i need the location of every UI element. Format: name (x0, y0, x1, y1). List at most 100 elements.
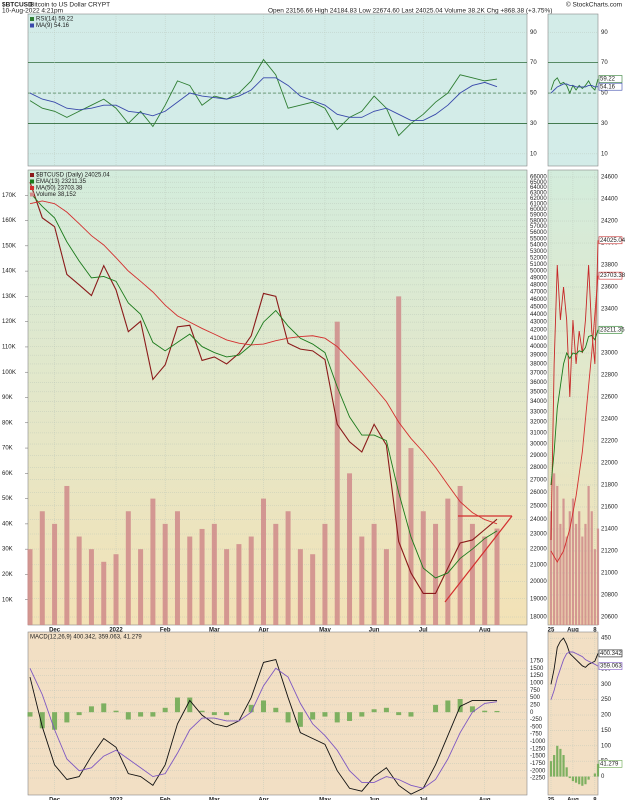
bar (593, 549, 596, 625)
bar (590, 511, 593, 625)
y-tick-label: 40000 (530, 344, 547, 350)
y-tick-label: 24400 (601, 197, 618, 203)
x-tick-label: 2022 (109, 798, 123, 800)
tag-label: 400.342 (600, 651, 622, 657)
x-tick-label: Feb (160, 628, 171, 634)
bar (568, 776, 571, 779)
tag-box (598, 325, 623, 334)
bar (396, 712, 402, 716)
y-tick-label: 24200 (601, 219, 618, 225)
bar (27, 712, 33, 717)
bar (211, 712, 217, 716)
y-tick-label: 34000 (530, 399, 547, 405)
bar (248, 704, 254, 713)
tag-box (598, 82, 623, 91)
legend-swatch (30, 192, 34, 197)
y-tick-label: 28000 (530, 465, 547, 471)
bar (562, 755, 565, 777)
bar (383, 707, 389, 713)
y-tick-label: -250 (530, 717, 543, 723)
y-tick-label: 250 (530, 702, 541, 708)
series-line (29, 200, 498, 525)
y-tick-label: 30 (530, 121, 537, 127)
bar (556, 485, 559, 625)
y-tick-label: 50 (601, 91, 608, 97)
bar (125, 511, 131, 625)
x-tick-label: Jul (419, 798, 428, 800)
y-tick-label: 250 (601, 697, 612, 703)
x-tick-label: Aug (479, 798, 491, 800)
y2-tick-label: 110K (2, 345, 16, 351)
bar (88, 706, 94, 713)
bar (556, 745, 559, 777)
bar (371, 709, 377, 713)
series-line (550, 83, 599, 94)
y-tick-label: 60000 (530, 207, 547, 213)
y2-tick-label: 120K (2, 319, 16, 325)
x-tick-label: Aug (567, 628, 579, 634)
y-tick-label: 38000 (530, 362, 547, 368)
bar (88, 549, 94, 625)
support-line (444, 515, 513, 603)
y2-tick-label: 30K (2, 547, 13, 553)
y-tick-label: 10 (601, 151, 608, 157)
y-tick-label: 48000 (530, 282, 547, 288)
y-tick-label: 90 (601, 30, 608, 36)
y2-tick-label: 70K (2, 446, 13, 452)
bar (571, 776, 575, 782)
legend-label: MA(50) 23703.38 (36, 186, 83, 192)
series-line (29, 192, 498, 579)
bar (101, 561, 107, 625)
series-line (29, 182, 498, 594)
bar (549, 511, 553, 625)
legend-label: MA(9) 54.16 (36, 23, 70, 29)
bar (433, 523, 439, 625)
x-tick-label: Apr (258, 798, 269, 800)
bar (549, 761, 553, 777)
y2-tick-label: 90K (2, 395, 13, 401)
bar (273, 523, 279, 625)
bar (322, 712, 328, 717)
legend-label: Volume 38,152 (36, 192, 77, 198)
series-line (29, 658, 498, 795)
y-tick-label: 18000 (530, 615, 547, 621)
x-tick-label: Aug (567, 798, 579, 800)
bar (587, 776, 590, 780)
y2-tick-label: 40K (2, 521, 13, 527)
legend-swatch (30, 186, 34, 190)
bar (76, 712, 82, 716)
bar (565, 767, 568, 777)
bar (559, 748, 562, 777)
bar (150, 712, 156, 717)
legend-swatch (30, 173, 34, 177)
y-tick-label: 64000 (530, 185, 547, 191)
y-tick-label: 56000 (530, 230, 547, 236)
y-tick-label: 44000 (530, 312, 547, 318)
y-tick-label: 62000 (530, 196, 547, 202)
bar (52, 712, 58, 730)
y-tick-label: 31000 (530, 430, 547, 436)
bar (553, 755, 556, 777)
x-tick-label: May (319, 628, 331, 634)
bar (559, 523, 562, 625)
bar (248, 536, 254, 625)
y-tick-label: 21600 (601, 505, 618, 511)
y-tick-label: 20600 (601, 615, 618, 621)
bar (469, 706, 475, 713)
bar (359, 712, 365, 717)
y-tick-label: 22600 (601, 395, 618, 401)
series-line (29, 667, 498, 789)
y-tick-label: -1500 (530, 754, 546, 760)
bar (174, 511, 180, 625)
bar (482, 536, 488, 625)
date: 10-Aug-2022 4:21pm (2, 8, 63, 15)
x-tick-label: 25 (548, 798, 555, 800)
legend-label: $BTCUSD (Daily) 24025.04 (36, 173, 110, 179)
bar (596, 528, 600, 625)
bar (113, 554, 119, 625)
y-tick-label: 42000 (530, 328, 547, 334)
bar (150, 498, 156, 625)
y-tick-label: -2250 (530, 776, 546, 782)
